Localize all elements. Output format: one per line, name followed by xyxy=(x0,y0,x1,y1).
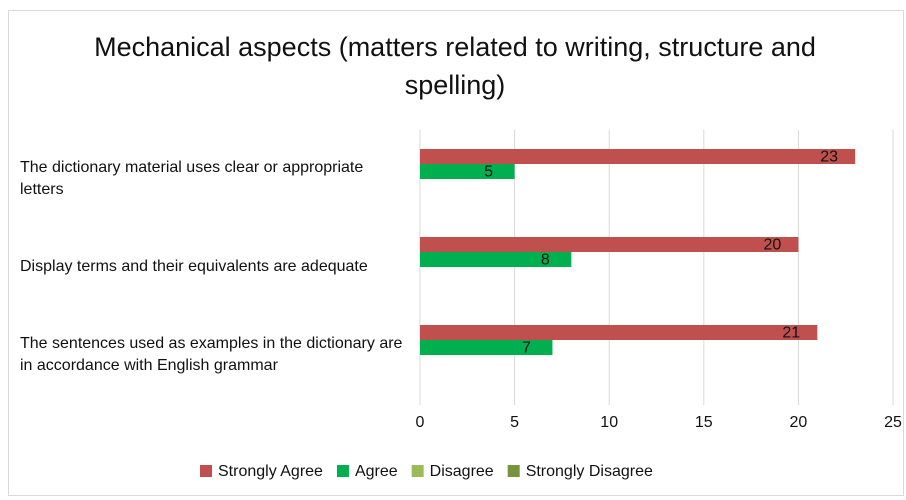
x-tick-label: 20 xyxy=(790,414,808,431)
bar xyxy=(420,325,818,340)
legend-swatch xyxy=(200,465,212,477)
x-tick-label: 0 xyxy=(416,414,425,431)
category-label: The sentences used as examples in the di… xyxy=(20,335,403,374)
legend-label: Agree xyxy=(355,463,398,480)
legend-swatch xyxy=(411,465,424,477)
data-label: 5 xyxy=(484,164,493,181)
chart-border xyxy=(8,10,904,496)
x-tick-label: 15 xyxy=(695,414,713,431)
data-label: 7 xyxy=(522,340,531,357)
category-label: Display terms and their equivalents are … xyxy=(20,258,368,275)
bar xyxy=(420,252,572,267)
data-label: 20 xyxy=(764,237,782,254)
bar xyxy=(420,164,515,179)
bar xyxy=(420,237,799,252)
bar xyxy=(420,340,553,355)
legend-swatch xyxy=(336,465,349,477)
data-label: 21 xyxy=(782,325,800,342)
legend-label: Strongly Disagree xyxy=(526,463,653,480)
data-label: 8 xyxy=(541,252,550,269)
x-tick-label: 25 xyxy=(884,414,902,431)
legend-label: Disagree xyxy=(430,463,494,480)
legend-label: Strongly Agree xyxy=(218,463,323,480)
bar xyxy=(420,149,856,164)
x-tick-label: 5 xyxy=(510,414,519,431)
x-tick-label: 10 xyxy=(600,414,618,431)
legend-swatch xyxy=(507,465,520,477)
chart-title: Mechanical aspects (matters related to w… xyxy=(94,32,816,100)
category-label: The dictionary material uses clear or ap… xyxy=(20,159,364,198)
data-label: 23 xyxy=(820,149,838,166)
